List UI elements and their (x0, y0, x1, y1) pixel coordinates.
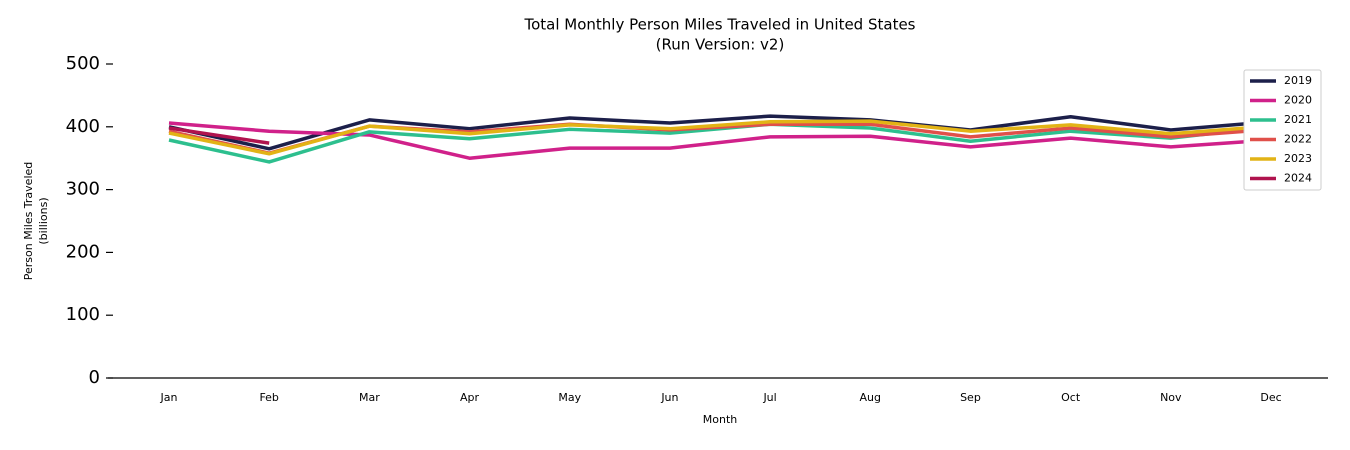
x-tick-label: Jun (660, 391, 678, 404)
x-tick-label: Aug (860, 391, 881, 404)
legend-label: 2023 (1284, 152, 1312, 165)
y-tick-label: 400 (66, 116, 100, 137)
y-tick-label: 100 (66, 304, 100, 325)
x-tick-label: Sep (960, 391, 981, 404)
x-axis-label: Month (703, 413, 738, 426)
y-tick-label: 500 (66, 53, 100, 74)
legend-label: 2024 (1284, 172, 1312, 185)
y-tick-label: 300 (66, 179, 100, 200)
x-tick-label: May (558, 391, 581, 404)
x-tick-label: Nov (1160, 391, 1182, 404)
y-axis-label: (billions) (37, 197, 50, 244)
series-line (168, 119, 1272, 156)
x-tick-label: Jan (160, 391, 178, 404)
x-tick-label: Feb (259, 391, 278, 404)
series-line (168, 126, 270, 145)
series-line (168, 114, 1272, 151)
legend-label: 2019 (1284, 74, 1312, 87)
chart-title: Total Monthly Person Miles Traveled in U… (523, 16, 915, 34)
legend-label: 2022 (1284, 133, 1312, 146)
legend-label: 2021 (1284, 113, 1312, 126)
x-tick-label: Oct (1061, 391, 1081, 404)
chart-subtitle: (Run Version: v2) (656, 36, 785, 54)
x-tick-label: Dec (1260, 391, 1281, 404)
x-tick-label: Jul (762, 391, 776, 404)
y-axis-label: Person Miles Traveled (22, 162, 35, 281)
x-tick-label: Apr (460, 391, 480, 404)
x-tick-label: Mar (359, 391, 380, 404)
y-tick-label: 200 (66, 241, 100, 262)
y-tick-label: 0 (89, 367, 100, 388)
legend-label: 2020 (1284, 94, 1312, 107)
series-line (168, 121, 1272, 160)
